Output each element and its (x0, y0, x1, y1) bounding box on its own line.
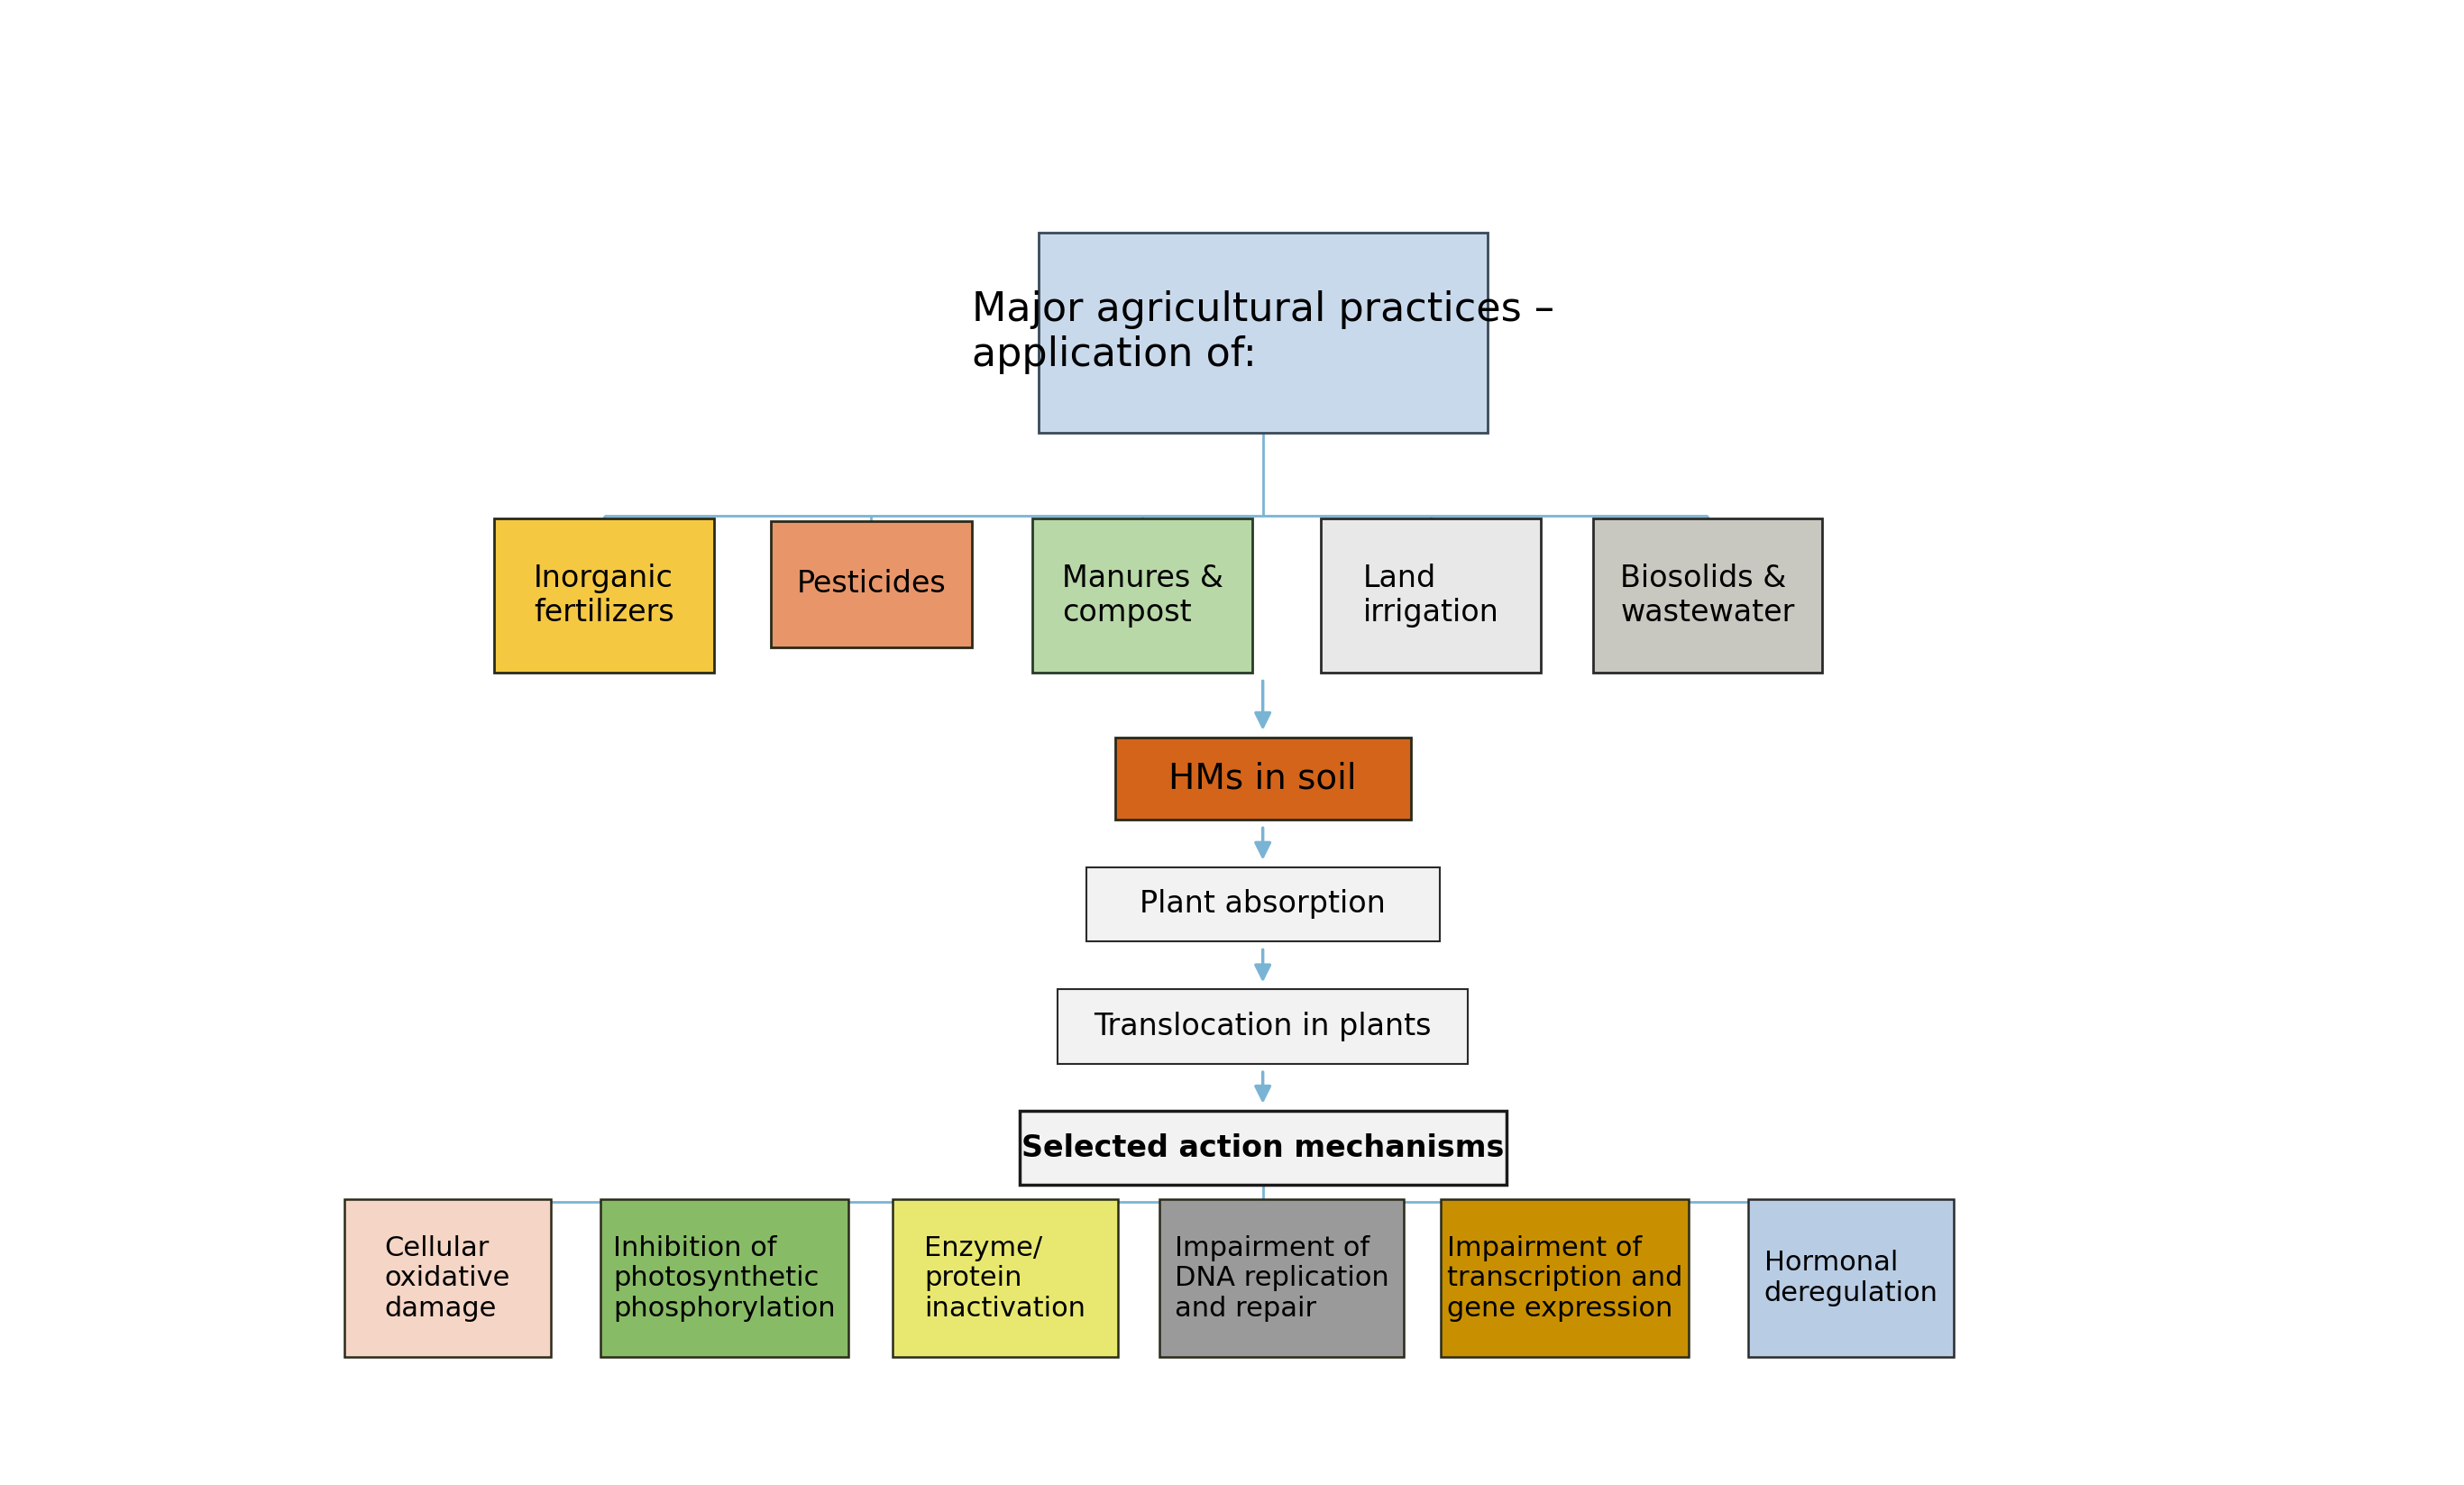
FancyBboxPatch shape (892, 1200, 1119, 1357)
Text: Pesticides: Pesticides (796, 569, 946, 598)
FancyBboxPatch shape (1747, 1200, 1954, 1357)
Text: Major agricultural practices –
application of:: Major agricultural practices – applicati… (971, 291, 1555, 374)
FancyBboxPatch shape (345, 1200, 549, 1357)
Text: Enzyme/
protein
inactivation: Enzyme/ protein inactivation (924, 1236, 1087, 1322)
Text: Plant absorption: Plant absorption (1141, 890, 1385, 919)
FancyBboxPatch shape (601, 1200, 848, 1357)
FancyBboxPatch shape (1032, 518, 1252, 673)
Text: Land
irrigation: Land irrigation (1363, 563, 1498, 628)
FancyBboxPatch shape (495, 518, 715, 673)
FancyBboxPatch shape (1161, 1200, 1404, 1357)
FancyBboxPatch shape (1057, 989, 1469, 1063)
Text: Impairment of
DNA replication
and repair: Impairment of DNA replication and repair (1175, 1236, 1390, 1322)
Text: Cellular
oxidative
damage: Cellular oxidative damage (384, 1236, 510, 1322)
FancyBboxPatch shape (771, 521, 971, 647)
FancyBboxPatch shape (1114, 738, 1412, 820)
Text: Impairment of
transcription and
gene expression: Impairment of transcription and gene exp… (1446, 1236, 1683, 1322)
Text: Inorganic
fertilizers: Inorganic fertilizers (535, 563, 675, 628)
Text: Selected action mechanisms: Selected action mechanisms (1023, 1133, 1503, 1163)
FancyBboxPatch shape (1594, 518, 1823, 673)
Text: Hormonal
deregulation: Hormonal deregulation (1764, 1250, 1939, 1307)
Text: Manures &
compost: Manures & compost (1062, 563, 1222, 628)
FancyBboxPatch shape (1321, 518, 1540, 673)
Text: Translocation in plants: Translocation in plants (1094, 1011, 1432, 1041)
FancyBboxPatch shape (1037, 233, 1488, 432)
Text: HMs in soil: HMs in soil (1168, 762, 1358, 796)
FancyBboxPatch shape (1087, 867, 1439, 941)
Text: Biosolids &
wastewater: Biosolids & wastewater (1621, 563, 1794, 628)
FancyBboxPatch shape (1441, 1200, 1688, 1357)
FancyBboxPatch shape (1020, 1111, 1506, 1185)
Text: Inhibition of
photosynthetic
phosphorylation: Inhibition of photosynthetic phosphoryla… (614, 1236, 835, 1322)
